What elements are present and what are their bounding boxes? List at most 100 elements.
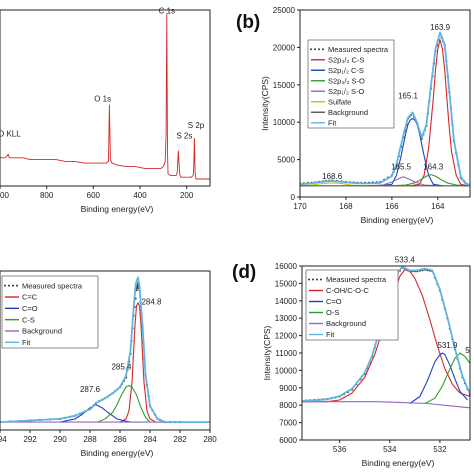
y-axis-label: Intensity(CPS) bbox=[262, 325, 272, 380]
y-tick-label: 25000 bbox=[273, 6, 296, 15]
series-s2p3-2-c-s-b bbox=[410, 39, 468, 187]
x-axis-label: Binding energy(eV) bbox=[81, 204, 154, 214]
legend-box bbox=[307, 39, 395, 129]
plot-frame bbox=[0, 9, 211, 187]
panel-c: 294 292 290 288 286 284 282 280 Binding energy(e… bbox=[0, 270, 217, 458]
series-group bbox=[0, 276, 210, 424]
y-tick-label: 13000 bbox=[275, 314, 298, 323]
series-group bbox=[300, 31, 470, 187]
series-background-d bbox=[302, 401, 470, 409]
x-tick-label: 1000 bbox=[0, 191, 9, 200]
series-o-s-d bbox=[424, 352, 470, 404]
series-fit-b bbox=[300, 31, 470, 186]
x-tick-label: 288 bbox=[83, 435, 97, 444]
legend-marker bbox=[320, 278, 322, 281]
legend-label: Measured spectra bbox=[326, 275, 387, 284]
peak-label: 165.5 bbox=[391, 162, 412, 171]
plot-frame bbox=[0, 270, 211, 431]
series-c-o-c bbox=[59, 404, 138, 423]
y-tick-label: 6000 bbox=[279, 436, 297, 445]
peak-label: 531.9 bbox=[437, 341, 458, 350]
legend-label: S2p₁/₂ S-O bbox=[328, 87, 364, 96]
legend-label: Fit bbox=[22, 338, 31, 347]
legend-label: Measured spectra bbox=[22, 281, 83, 290]
legend-label: S2p₃/₂ S-O bbox=[328, 76, 365, 85]
peak-label: 284.8 bbox=[141, 297, 162, 306]
x-tick-label: 532 bbox=[433, 445, 447, 454]
y-tick-label: 15000 bbox=[275, 279, 298, 288]
y-tick-label: 16000 bbox=[275, 262, 298, 271]
legend-marker bbox=[310, 48, 312, 51]
legend-box bbox=[305, 269, 399, 341]
x-tick-label: 292 bbox=[23, 435, 37, 444]
peak-label: O KLL bbox=[0, 130, 21, 139]
x-tick-label: 164 bbox=[431, 202, 445, 211]
peak-label: 168.6 bbox=[322, 172, 343, 181]
legend-marker bbox=[12, 284, 14, 287]
legend: Measured spectra C=C C=O C-S Background Fit bbox=[1, 275, 99, 349]
legend-label: Fit bbox=[328, 118, 337, 127]
legend-label: C=O bbox=[22, 304, 38, 313]
legend-marker bbox=[318, 48, 320, 51]
y-tick-label: 14000 bbox=[275, 297, 298, 306]
x-axis-label: Binding energy(eV) bbox=[81, 448, 154, 458]
x-tick-label: 290 bbox=[53, 435, 67, 444]
y-tick-label: 12000 bbox=[275, 332, 298, 341]
peak-label: 533.4 bbox=[395, 256, 416, 265]
peak-label: O 1s bbox=[94, 95, 111, 104]
y-tick-label: 20000 bbox=[273, 43, 296, 52]
legend-label: O-S bbox=[326, 308, 339, 317]
legend-marker bbox=[316, 278, 318, 281]
legend-label: C-OH/C-O-C bbox=[326, 286, 369, 295]
x-tick-label: 294 bbox=[0, 435, 7, 444]
peak-label: 165.1 bbox=[398, 91, 419, 100]
panel-d: 536 534 532 6000 7000 8000 9000 10000 11000 12000… bbox=[232, 256, 471, 468]
x-tick-label: 200 bbox=[180, 191, 194, 200]
legend-marker bbox=[8, 284, 10, 287]
panel-label: (d) bbox=[232, 262, 256, 283]
data-point bbox=[135, 286, 139, 290]
peak-label: S 2p bbox=[188, 121, 205, 130]
x-tick-label: 280 bbox=[203, 435, 217, 444]
legend: Measured spectra C-OH/C-O-C C=O O-S Backgrou… bbox=[305, 269, 399, 341]
legend-box bbox=[1, 275, 99, 349]
legend-marker bbox=[16, 284, 18, 287]
y-tick-label: 10000 bbox=[275, 366, 298, 375]
peak-label: C 1s bbox=[159, 7, 175, 16]
legend-marker bbox=[4, 284, 6, 287]
x-axis-label: Binding energy(eV) bbox=[361, 215, 434, 225]
y-axis-label: Intensity(CPS) bbox=[260, 76, 270, 131]
series-c-c-c bbox=[119, 302, 165, 423]
legend-marker bbox=[314, 48, 316, 51]
series-s2p1-2-s-o-b bbox=[368, 176, 438, 187]
x-tick-label: 800 bbox=[40, 191, 54, 200]
panel-label: (b) bbox=[236, 12, 260, 33]
legend-label: Sulfate bbox=[328, 97, 351, 106]
peak-label: 163.9 bbox=[430, 23, 451, 32]
y-tick-label: 10000 bbox=[273, 118, 296, 127]
series-fit-c bbox=[0, 276, 210, 423]
legend-label: Fit bbox=[326, 330, 335, 339]
x-tick-label: 534 bbox=[383, 445, 397, 454]
legend-marker bbox=[322, 48, 324, 51]
series-c-s-c bbox=[97, 384, 151, 423]
plot-frame bbox=[299, 9, 471, 198]
panel-b: 170 168 166 164 0 5000 10000 15000 20000 25000 Bin… bbox=[236, 6, 471, 225]
series-c-o-d bbox=[409, 352, 468, 404]
y-tick-label: 7000 bbox=[279, 419, 297, 428]
legend-label: C-S bbox=[22, 315, 35, 324]
x-tick-label: 400 bbox=[133, 191, 147, 200]
legend-label: Background bbox=[326, 319, 366, 328]
x-axis-label: Binding energy(eV) bbox=[362, 458, 435, 468]
x-tick-label: 170 bbox=[293, 202, 307, 211]
legend-marker bbox=[308, 278, 310, 281]
series-fit-d bbox=[302, 266, 470, 402]
legend-label: S2p₁/₂ C-S bbox=[328, 66, 364, 75]
peak-label: 5 bbox=[465, 346, 470, 355]
legend-label: Background bbox=[328, 108, 368, 117]
legend-label: C=O bbox=[326, 297, 342, 306]
series-s2p3-2-s-o-b bbox=[391, 174, 466, 187]
x-tick-label: 536 bbox=[333, 445, 347, 454]
x-tick-label: 600 bbox=[87, 191, 101, 200]
x-tick-label: 286 bbox=[113, 435, 127, 444]
